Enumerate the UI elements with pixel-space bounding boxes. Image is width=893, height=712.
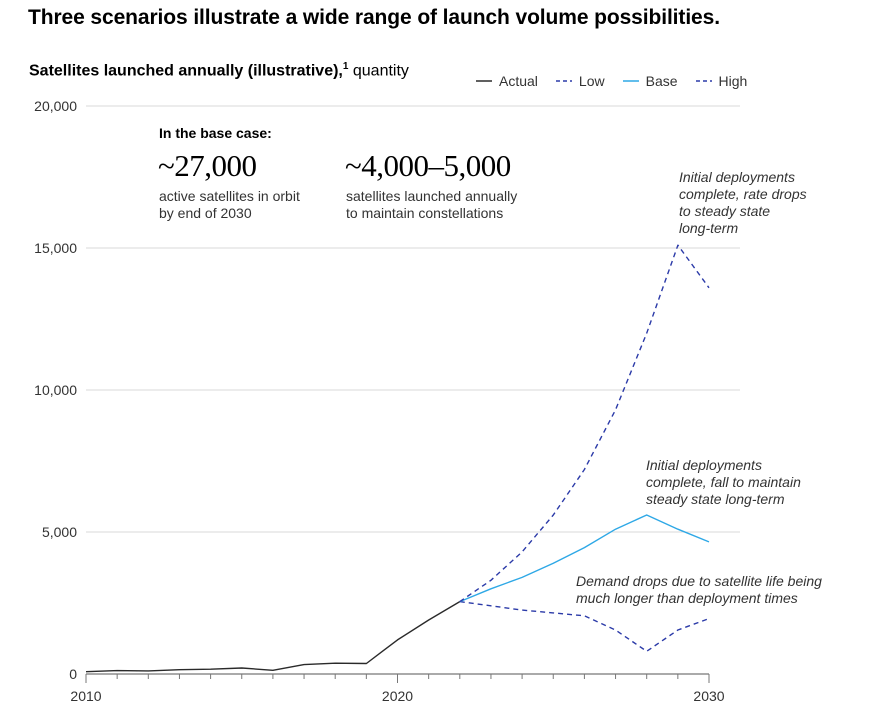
y-tick-label-20000: 20,000 <box>34 98 77 114</box>
y-tick-label-0: 0 <box>69 666 77 682</box>
stat-annual-launches: ~4,000–5,000 <box>345 148 511 183</box>
legend-label-high: High <box>718 73 748 89</box>
annotation-base: Initial deployments complete, fall to ma… <box>646 457 801 508</box>
stat1-desc-line2: by end of 2030 <box>159 205 252 221</box>
legend-item-high: High <box>695 73 748 89</box>
annotation-high-line4: long-term <box>679 220 739 236</box>
stat2-desc-line1: satellites launched annually <box>346 188 518 204</box>
annotation-high-line3: to steady state <box>679 203 771 219</box>
subtitle-bold: Satellites launched annually (illustrati… <box>29 62 343 80</box>
y-tick-label-10000: 10,000 <box>34 382 77 398</box>
legend-swatch-low <box>555 80 572 82</box>
series-line-high <box>459 244 710 603</box>
stat-active-satellites: ~27,000 <box>158 148 257 183</box>
x-tick-label-2030: 2030 <box>693 688 724 704</box>
annotation-high-line1: Initial deployments <box>679 169 795 185</box>
chart-subtitle: Satellites launched annually (illustrati… <box>29 61 409 80</box>
x-tick-label-2020: 2020 <box>382 688 413 704</box>
legend-item-low: Low <box>555 73 605 89</box>
stat2-desc-line2: to maintain constellations <box>346 205 504 221</box>
y-axis-tick-labels: 0 5,000 10,000 15,000 20,000 <box>34 98 77 682</box>
stat-active-satellites-desc: active satellites in orbit by end of 203… <box>159 188 300 222</box>
legend-swatch-base <box>622 80 639 82</box>
y-tick-label-15000: 15,000 <box>34 240 77 256</box>
footnote-marker: 1 <box>342 61 349 72</box>
legend-swatch-high <box>695 80 712 82</box>
legend-label-low: Low <box>578 73 605 89</box>
series-lines <box>85 244 710 673</box>
legend-label-base: Base <box>645 73 678 89</box>
annotation-low-line1: Demand drops due to satellite life being <box>576 573 822 589</box>
stat1-desc-line1: active satellites in orbit <box>159 188 300 204</box>
annotation-base-line1: Initial deployments <box>646 457 762 473</box>
annotation-low-line2: much longer than deployment times <box>576 590 798 606</box>
legend-item-actual: Actual <box>476 73 538 89</box>
annotation-high-line2: complete, rate drops <box>679 186 807 202</box>
series-line-actual <box>85 600 461 673</box>
legend-item-base: Base <box>622 73 678 89</box>
series-line-base <box>459 514 710 603</box>
chart-legend: Actual Low Base High <box>476 73 765 89</box>
legend-label-actual: Actual <box>499 73 538 89</box>
annotation-base-line3: steady state long-term <box>646 491 785 507</box>
y-tick-label-5000: 5,000 <box>42 524 77 540</box>
stat-annual-launches-desc: satellites launched annually to maintain… <box>346 188 517 222</box>
x-axis: 2010 2020 2030 <box>70 673 725 704</box>
subtitle-unit: quantity <box>348 62 409 80</box>
chart-headline: Three scenarios illustrate a wide range … <box>28 6 720 29</box>
annotation-low: Demand drops due to satellite life being… <box>576 573 822 607</box>
base-case-heading: In the base case: <box>159 125 272 141</box>
annotation-high: Initial deployments complete, rate drops… <box>679 169 807 237</box>
gridlines <box>86 105 740 533</box>
legend-swatch-actual <box>476 80 492 82</box>
series-line-low <box>459 600 710 652</box>
annotation-base-line2: complete, fall to maintain <box>646 474 801 490</box>
x-tick-label-2010: 2010 <box>70 688 101 704</box>
